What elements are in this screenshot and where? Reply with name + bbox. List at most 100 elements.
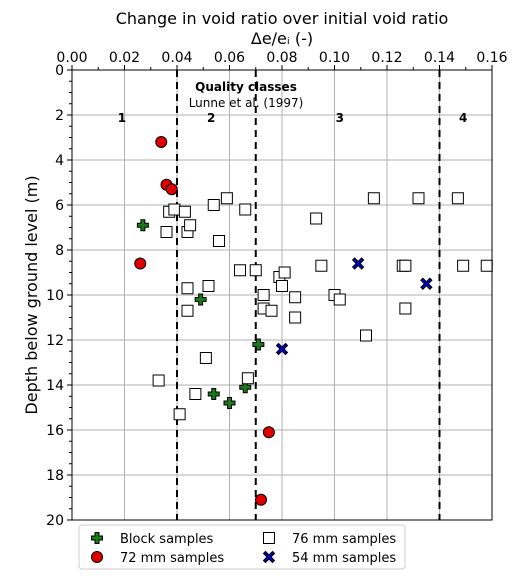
data-point (207, 199, 220, 211)
data-point (184, 219, 197, 232)
series-circle (134, 136, 275, 506)
data-point (278, 266, 291, 279)
x-tick-label: 0.02 (109, 50, 140, 66)
data-point (451, 192, 464, 205)
data-point (178, 205, 191, 218)
data-point (239, 203, 252, 216)
quality-annotation: Quality classes Lunne et al. (1997) (189, 80, 304, 110)
data-point (275, 342, 289, 356)
legend-label: 54 mm samples (292, 551, 396, 566)
data-point (134, 257, 147, 270)
class-label: 4 (459, 111, 467, 125)
annotation-subtitle: Lunne et al. (1997) (189, 96, 304, 110)
y-tick-label: 18 (46, 468, 64, 484)
data-point (155, 136, 168, 148)
legend-label: Block samples (120, 532, 214, 547)
grid (71, 69, 493, 521)
x-tick-label: 0.16 (476, 50, 507, 66)
series-plus (136, 219, 265, 409)
y-axis-label: Depth below ground level (m) (22, 175, 41, 414)
data-point (152, 374, 165, 387)
data-point (399, 259, 412, 272)
data-point (181, 282, 194, 295)
data-point (234, 264, 246, 277)
data-point (223, 397, 236, 409)
y-tick-label: 2 (55, 108, 64, 124)
class-label: 3 (336, 111, 344, 125)
x-ticks: 0.00 0.02 0.04 0.06 0.08 0.10 0.12 0.14 0.16 (56, 50, 508, 70)
y-tick-label: 8 (55, 243, 64, 259)
data-point (333, 293, 346, 306)
data-point (262, 426, 275, 439)
data-point (412, 192, 425, 205)
data-point (249, 264, 262, 277)
y-tick-label: 16 (46, 423, 64, 439)
legend-marker (263, 532, 275, 544)
data-point (252, 338, 265, 351)
data-point (241, 372, 254, 385)
legend-box (78, 524, 406, 570)
x-tick-label: 0.06 (214, 50, 245, 66)
annotation-title: Quality classes (195, 80, 297, 94)
y-tick-label: 6 (55, 198, 64, 214)
data-point (213, 235, 225, 247)
data-point (399, 302, 412, 315)
class-boundaries (176, 70, 441, 520)
data-point (289, 291, 302, 304)
x-tick-label: 0.08 (266, 50, 297, 66)
data-point (315, 259, 328, 272)
data-point (457, 259, 470, 272)
data-point (367, 192, 380, 205)
legend-label: 72 mm samples (120, 551, 224, 566)
y-tick-label: 10 (46, 288, 64, 304)
y-ticks: 0 2 4 6 8 10 12 14 16 18 20 (46, 63, 72, 529)
legend: Block samples 72 mm samples 76 mm samples 5… (78, 524, 406, 570)
data-point (181, 304, 194, 317)
data-point (136, 219, 149, 232)
data-point (173, 408, 186, 421)
data-point (168, 203, 181, 216)
legend-marker (91, 532, 103, 544)
y-tick-label: 14 (46, 378, 64, 394)
y-tick-label: 12 (46, 333, 64, 349)
data-point (220, 192, 233, 205)
x-tick-label: 0.10 (319, 50, 350, 66)
data-point (310, 212, 323, 225)
series-square (152, 192, 493, 421)
legend-label: 76 mm samples (292, 532, 396, 547)
data-point (160, 226, 173, 238)
x-tick-label: 0.14 (424, 50, 455, 66)
data-point (257, 289, 270, 301)
x-tick-label: 0.12 (371, 50, 402, 66)
class-labels: 1 2 3 4 (118, 111, 468, 125)
x-tick-label: 0.04 (161, 50, 192, 66)
x-tick-label: 0.00 (56, 50, 87, 66)
data-point (165, 183, 178, 196)
data-point (202, 280, 215, 292)
data-point (480, 259, 493, 272)
class-label: 2 (207, 111, 215, 125)
data-point (207, 388, 220, 400)
data-point (255, 493, 267, 506)
y-tick-label: 4 (55, 153, 64, 169)
class-label: 1 (118, 111, 126, 125)
data-points (134, 136, 493, 506)
chart-title: Change in void ratio over initial void r… (116, 9, 449, 28)
data-point (360, 329, 372, 342)
data-point (276, 280, 288, 292)
y-tick-label: 20 (46, 513, 64, 529)
x-axis-label: Δe/eᵢ (-) (251, 29, 313, 48)
data-point (289, 311, 302, 324)
data-point (420, 277, 433, 290)
legend-marker (262, 550, 276, 564)
data-point (194, 293, 207, 306)
data-point (189, 388, 202, 400)
legend-marker (91, 551, 103, 563)
data-point (199, 352, 212, 364)
data-point (239, 381, 252, 394)
data-point (265, 304, 278, 317)
data-point (351, 257, 365, 270)
series-x (275, 257, 433, 356)
y-tick-label: 0 (55, 63, 64, 79)
